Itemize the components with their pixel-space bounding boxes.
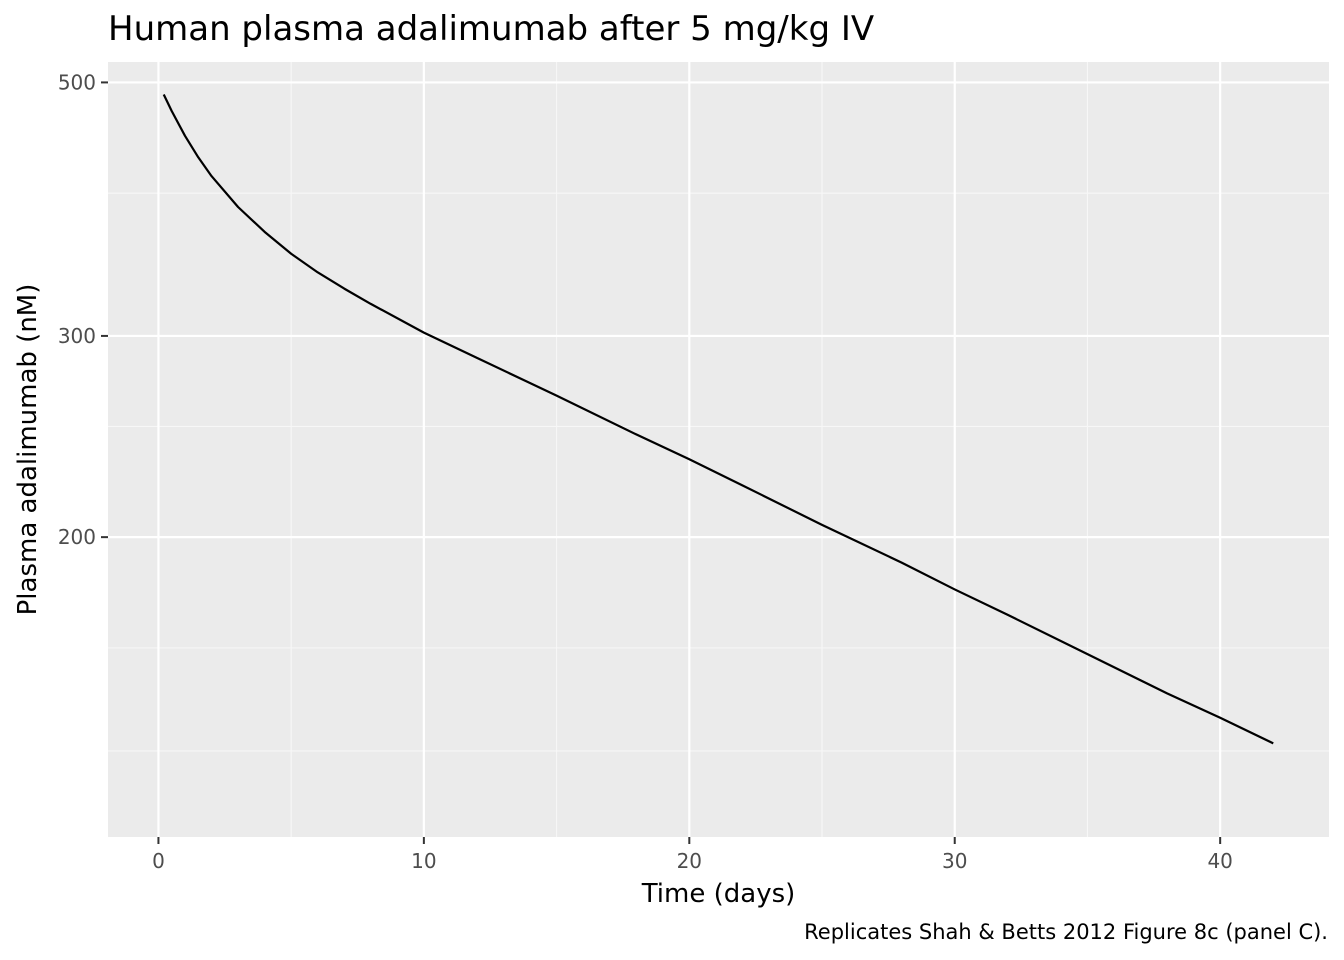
y-tick-label: 300: [58, 324, 96, 348]
chart-title: Human plasma adalimumab after 5 mg/kg IV: [108, 9, 874, 49]
x-axis: 0 10 20 30 40: [152, 837, 1233, 873]
grid-minor: [108, 62, 1329, 837]
chart-caption: Replicates Shah & Betts 2012 Figure 8c (…: [804, 920, 1328, 944]
y-axis: 200 300 500: [58, 70, 108, 549]
grid-major: [108, 62, 1329, 837]
x-axis-title: Time (days): [641, 879, 796, 909]
y-axis-title: Plasma adalimumab (nM): [13, 284, 43, 616]
y-tick-label: 500: [58, 70, 96, 94]
x-tick-label: 30: [942, 849, 967, 873]
x-tick-label: 40: [1207, 849, 1232, 873]
x-tick-label: 20: [677, 849, 702, 873]
series-line: [162, 93, 1274, 745]
x-tick-label: 10: [411, 849, 436, 873]
y-tick-label: 200: [58, 525, 96, 549]
data-layer: [162, 93, 1274, 745]
plot-panel: [108, 62, 1329, 837]
x-tick-label: 0: [152, 849, 165, 873]
